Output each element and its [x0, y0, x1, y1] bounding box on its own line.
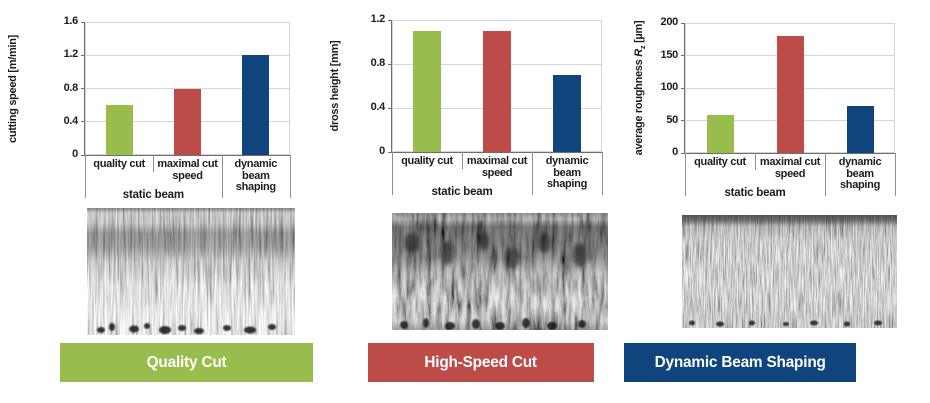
y-tick-mark	[81, 154, 85, 156]
bar-dynamic-beam-shaping	[242, 55, 270, 155]
x-axis-line	[84, 155, 290, 156]
y-tick-label: 100	[660, 81, 679, 93]
category-divider	[153, 155, 155, 172]
x-category-label: dynamic beam shaping	[234, 158, 278, 193]
y-tick-mark	[388, 19, 392, 21]
category-divider	[392, 152, 393, 195]
dross-blobs	[689, 320, 882, 327]
bar-dynamic-beam-shaping	[553, 75, 581, 152]
dross-blobs	[97, 323, 276, 334]
bar-maximal-cut-speed	[483, 31, 511, 152]
tone-band-overlay	[682, 215, 897, 328]
y-tick-mark	[388, 63, 392, 65]
bar-quality-cut	[706, 115, 734, 153]
y-tick-label: 150	[660, 48, 679, 61]
x-category-label: quality cut	[401, 155, 453, 167]
category-divider	[602, 152, 603, 195]
y-tick-label: 1.2	[63, 48, 79, 61]
y-tick-mark	[81, 54, 85, 56]
category-divider	[85, 155, 86, 198]
y-tick-label: 1.6	[63, 15, 79, 27]
x-category-label: quality cut	[694, 156, 746, 168]
dross-blobs	[400, 318, 586, 330]
y-tick-label: 0.4	[63, 114, 79, 127]
y-tick-label: 0	[72, 148, 78, 160]
y-tick-label: 200	[660, 16, 679, 28]
x-category-label: quality cut	[93, 158, 146, 170]
y-axis-line	[84, 22, 85, 156]
y-tick-mark	[388, 107, 392, 109]
x-category-label: dynamic beam shaping	[838, 156, 882, 191]
category-divider	[895, 153, 896, 196]
micrograph-dynamic-beam-shaping	[682, 215, 897, 328]
y-tick-mark	[681, 120, 685, 121]
x-group-label: static beam	[724, 187, 786, 199]
category-divider	[290, 155, 291, 198]
tone-band-overlay	[87, 208, 295, 335]
gridline	[685, 22, 895, 24]
micrograph-quality-cut	[87, 208, 295, 335]
x-category-label: maximal cut speed	[466, 155, 528, 179]
category-divider	[462, 152, 463, 169]
micrograph-high-speed-cut	[392, 213, 608, 330]
y-tick-label: 0	[379, 145, 385, 157]
category-divider	[825, 153, 826, 196]
y-tick-mark	[81, 88, 85, 89]
banner-dynamic-beam-shaping: Dynamic Beam Shaping	[624, 343, 856, 382]
y-tick-label: 0.8	[370, 57, 386, 69]
x-category-label: maximal cut speed	[759, 156, 821, 180]
banner-label: Dynamic Beam Shaping	[654, 353, 826, 371]
banner-high-speed-cut: High-Speed Cut	[368, 343, 594, 382]
y-tick-mark	[681, 22, 685, 24]
category-divider	[221, 155, 223, 198]
gridline	[85, 21, 290, 23]
y-tick-mark	[388, 151, 392, 153]
y-tick-mark	[681, 55, 685, 56]
category-divider	[755, 153, 756, 170]
bar-maximal-cut-speed	[776, 36, 804, 153]
x-axis-line	[391, 152, 602, 153]
bar-quality-cut	[105, 105, 133, 155]
bar-quality-cut	[413, 31, 441, 152]
bar-maximal-cut-speed	[174, 88, 201, 155]
category-divider	[532, 152, 533, 195]
melt-blotches	[404, 232, 588, 269]
banner-quality-cut: Quality Cut	[60, 343, 313, 382]
y-axis-line	[391, 20, 392, 153]
x-category-label: maximal cut speed	[157, 158, 218, 182]
y-tick-label: 0	[672, 146, 678, 158]
y-tick-label: 1.2	[370, 13, 386, 25]
tone-band-overlay	[392, 213, 608, 330]
x-group-label: static beam	[122, 189, 184, 201]
bar-dynamic-beam-shaping	[846, 105, 874, 153]
category-divider	[685, 153, 686, 196]
x-group-label: static beam	[431, 186, 493, 198]
banner-label: High-Speed Cut	[424, 353, 538, 371]
y-tick-mark	[81, 121, 85, 123]
y-tick-label: 50	[666, 113, 678, 126]
x-axis-line	[684, 153, 895, 154]
x-category-label: dynamic beam shaping	[545, 155, 589, 190]
y-axis-line	[684, 23, 685, 154]
y-axis-title: average roughness Rz [µm]	[633, 20, 648, 156]
gridline	[392, 19, 602, 21]
banner-label: Quality Cut	[146, 353, 227, 371]
y-tick-label: 0.8	[63, 81, 79, 94]
y-tick-mark	[681, 152, 685, 154]
gridline	[85, 54, 290, 56]
y-tick-mark	[681, 87, 685, 89]
y-tick-mark	[81, 21, 85, 23]
y-tick-label: 0.4	[370, 101, 386, 113]
